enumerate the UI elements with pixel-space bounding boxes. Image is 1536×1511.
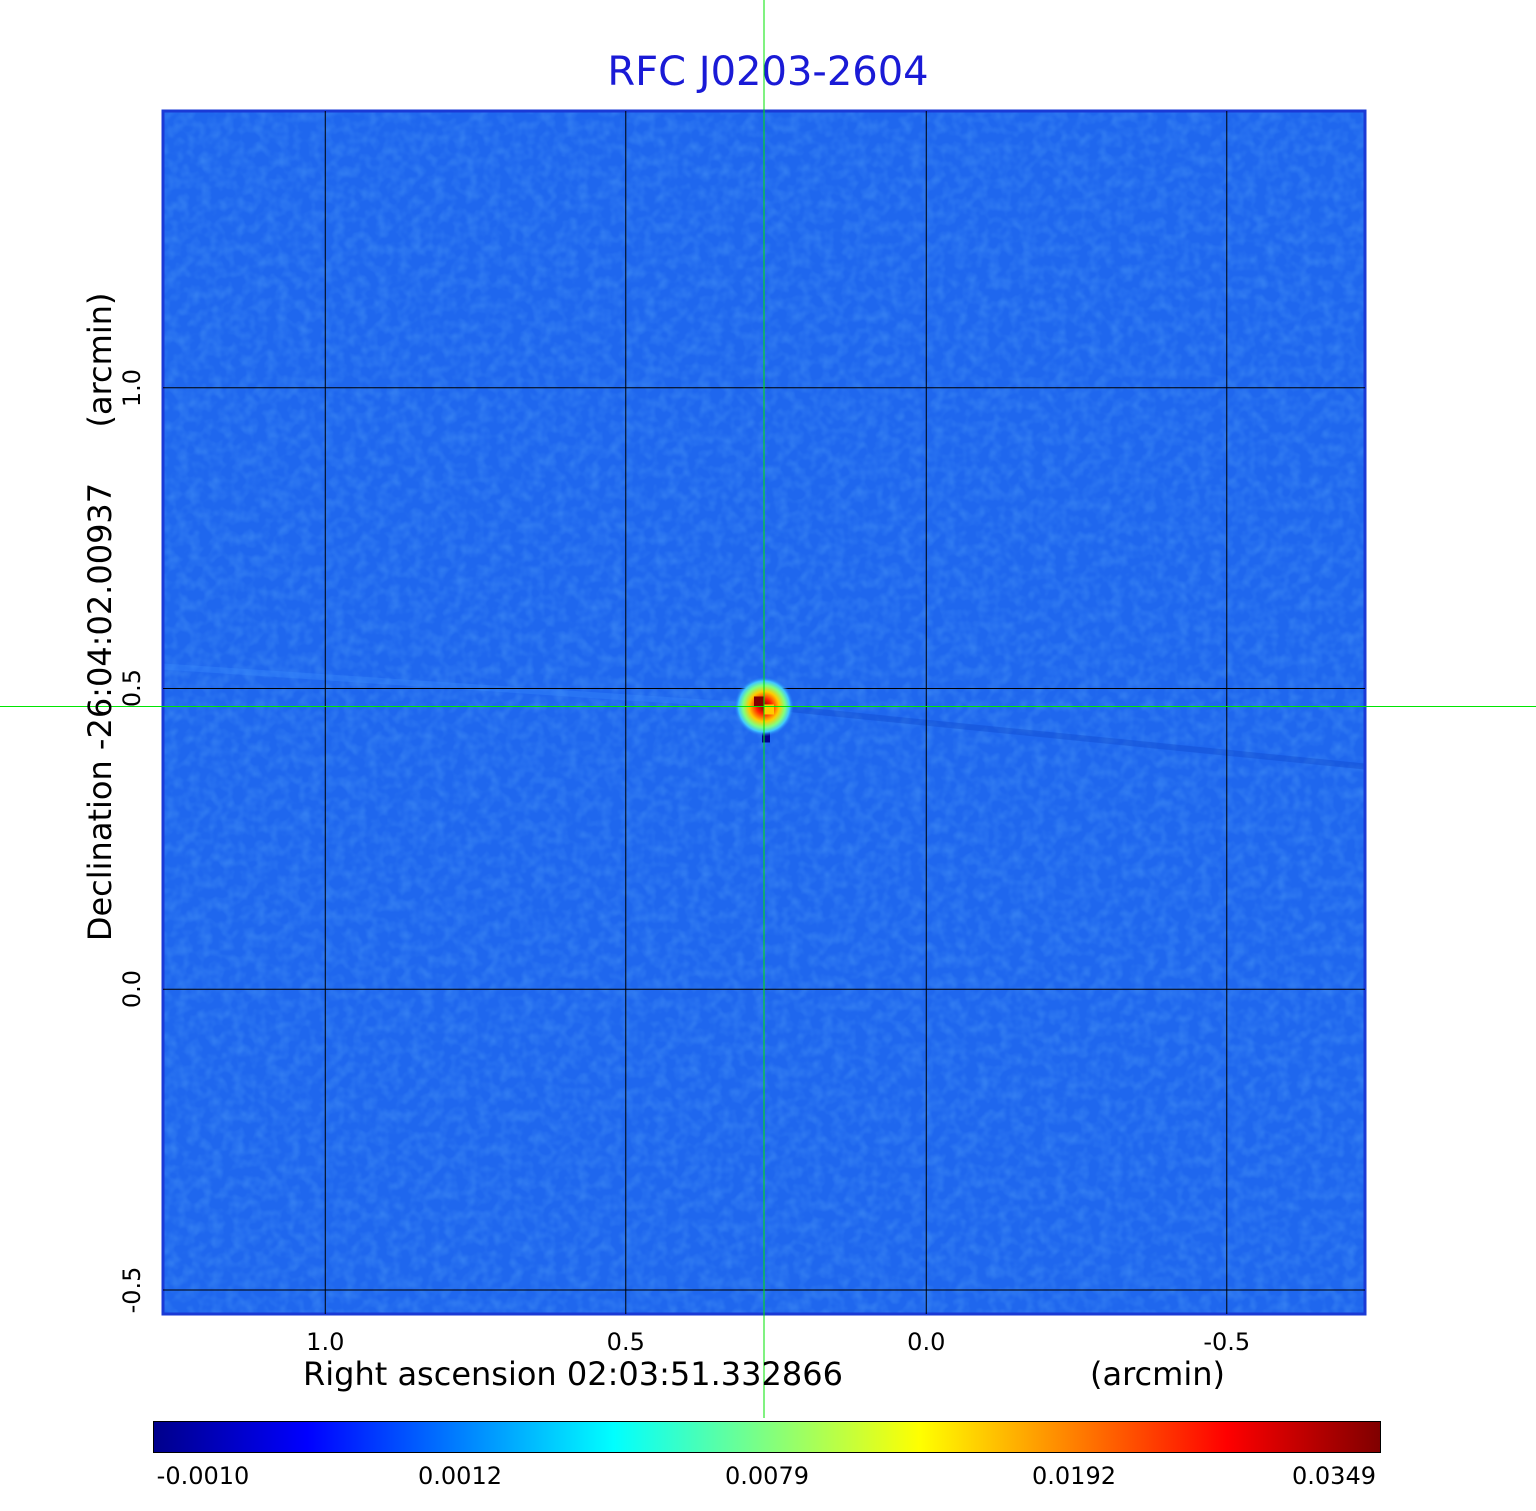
crosshair[interactable]	[0, 0, 1536, 1418]
coordinate-grid	[163, 111, 1365, 1314]
x-tick-label: 0.0	[907, 1328, 946, 1356]
y-tick-label: 0.0	[118, 970, 146, 1009]
colorbar-tick-label: 0.0192	[1032, 1462, 1116, 1490]
colorbar	[153, 1421, 1381, 1453]
y-axis-label: Declination -26:04:02.00937	[81, 482, 119, 942]
x-tick-label: 1.0	[306, 1328, 345, 1356]
x-tick-label: -0.5	[1203, 1328, 1251, 1356]
x-axis-unit: (arcmin)	[1090, 1355, 1225, 1393]
x-tick-label: 0.5	[606, 1328, 645, 1356]
source-pixel	[764, 704, 774, 715]
y-tick-label: 1.0	[118, 368, 146, 407]
y-tick-label: -0.5	[118, 1266, 146, 1314]
y-tick-label: 0.5	[118, 669, 146, 708]
y-axis-unit: (arcmin)	[81, 292, 119, 428]
colorbar-tick-label: 0.0012	[418, 1462, 502, 1490]
sidelobe-streak	[162, 663, 765, 710]
colorbar-tick-label: -0.0010	[156, 1462, 250, 1490]
colorbar-tick-label: 0.0349	[1292, 1462, 1376, 1490]
x-axis-label: Right ascension 02:03:51.332866	[303, 1355, 843, 1393]
plot-title: RFC J0203-2604	[607, 49, 929, 95]
sidelobe-streak	[763, 703, 1366, 770]
colorbar-tick-label: 0.0079	[725, 1462, 809, 1490]
source-peak-pixel	[754, 696, 764, 707]
